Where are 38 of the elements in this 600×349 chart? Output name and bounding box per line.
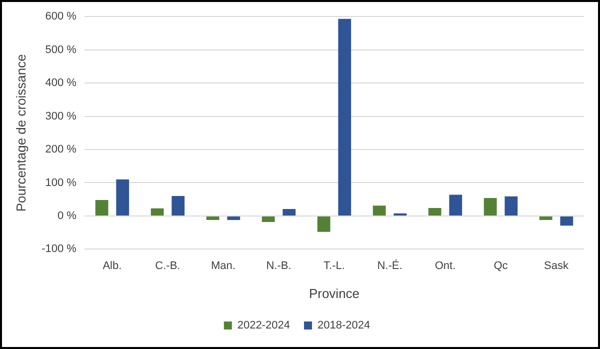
x-tick-label: Ont. bbox=[434, 260, 456, 272]
bar bbox=[560, 216, 574, 226]
y-tick-label: -100 % bbox=[42, 243, 77, 256]
y-tick-label: 300 % bbox=[45, 110, 77, 122]
bar bbox=[504, 196, 518, 216]
x-tick-label: Man. bbox=[210, 260, 236, 272]
bar bbox=[484, 198, 497, 216]
bar bbox=[262, 216, 275, 222]
x-tick-label: N.-B. bbox=[266, 260, 292, 272]
bar bbox=[206, 216, 220, 220]
y-tick-label: 400 % bbox=[45, 77, 77, 90]
bar bbox=[428, 208, 442, 216]
y-tick-label: 0 % bbox=[57, 210, 77, 222]
y-tick-label: 100 % bbox=[45, 176, 77, 189]
bar bbox=[282, 208, 296, 216]
bar bbox=[227, 216, 240, 220]
bar bbox=[317, 216, 330, 232]
y-tick-label: 500 % bbox=[45, 44, 77, 56]
x-tick-label: N.-É. bbox=[377, 258, 402, 272]
bar bbox=[449, 194, 462, 216]
bar bbox=[539, 216, 552, 220]
x-tick-label: Qc bbox=[494, 260, 508, 272]
y-tick-label: 600 % bbox=[45, 10, 77, 23]
x-tick-label: C.-B. bbox=[155, 260, 180, 272]
bar bbox=[150, 208, 164, 216]
x-tick-label: T.-L. bbox=[324, 260, 345, 272]
x-tick-label: Alb. bbox=[102, 260, 122, 272]
x-axis-title: Province bbox=[308, 286, 360, 301]
x-tick-label: Sask bbox=[544, 260, 569, 272]
y-tick-label: 200 % bbox=[45, 144, 77, 156]
legend-label: 2022-2024 bbox=[237, 320, 290, 332]
bar bbox=[172, 196, 185, 216]
legend-label: 2018-2024 bbox=[318, 320, 370, 332]
bar bbox=[95, 200, 108, 216]
bar bbox=[338, 18, 352, 216]
bar bbox=[372, 206, 386, 216]
bar bbox=[116, 179, 130, 216]
y-axis-title: Pourcentage de croissance bbox=[13, 54, 28, 212]
